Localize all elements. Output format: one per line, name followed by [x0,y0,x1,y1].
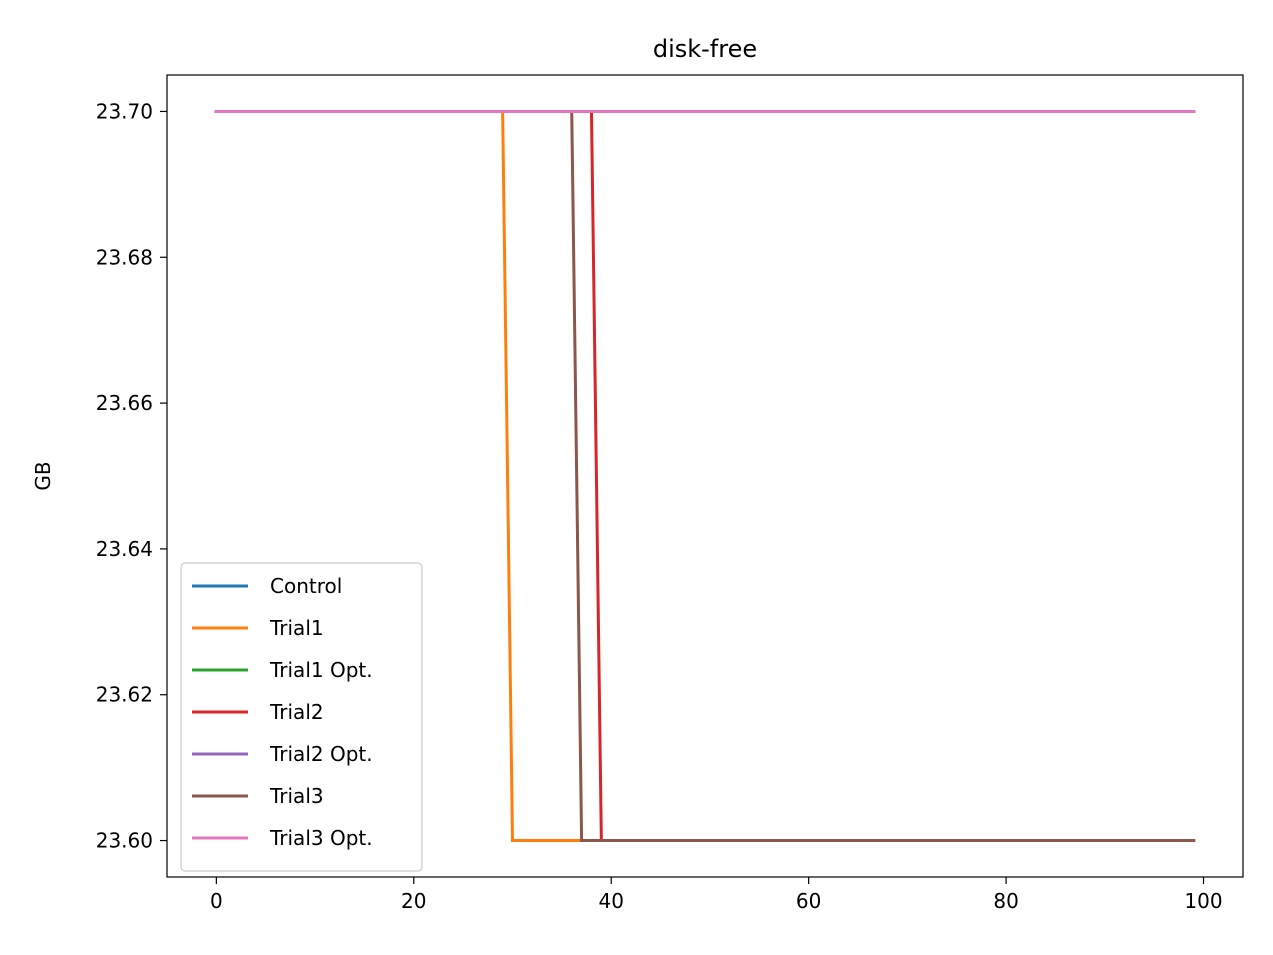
legend-label: Control [270,574,342,598]
legend-label: Trial1 Opt. [269,658,373,682]
y-axis-ticks: 23.60 23.62 23.64 23.66 23.68 23.70 [96,99,167,853]
legend-label: Trial2 [269,700,324,724]
x-tick-label: 20 [401,889,426,913]
y-axis-label: GB [31,461,55,490]
legend-box [180,562,423,872]
x-tick-label: 100 [1184,889,1222,913]
legend: Control Trial1 Trial1 Opt. Trial2 Trial2 Opt… [180,562,423,872]
legend-label: Trial3 [269,784,324,808]
chart-title: disk-free [653,35,757,63]
x-axis-ticks: 0 20 40 60 80 100 [210,877,1223,913]
x-tick-label: 80 [993,889,1018,913]
legend-label: Trial1 [269,616,324,640]
legend-label: Trial2 Opt. [269,742,373,766]
x-tick-label: 40 [598,889,623,913]
plot-frame [166,74,1244,878]
series-layer [214,109,1196,843]
x-tick-label: 60 [796,889,821,913]
legend-label: Trial3 Opt. [269,826,373,850]
y-tick-label: 23.66 [96,391,153,415]
y-tick-label: 23.68 [96,245,153,269]
y-tick-label: 23.62 [96,683,153,707]
y-tick-label: 23.60 [96,829,153,853]
y-tick-label: 23.64 [96,537,153,561]
y-tick-label: 23.70 [96,99,153,123]
x-tick-label: 0 [210,889,223,913]
